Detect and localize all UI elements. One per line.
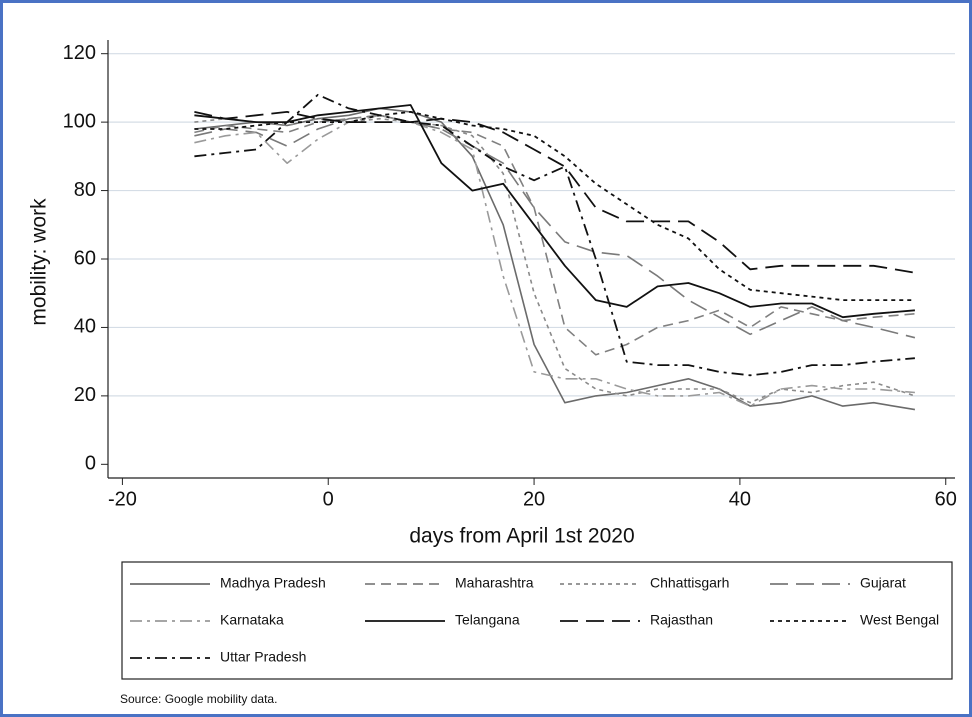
y-tick-label: 0 [85, 453, 96, 475]
legend-label: West Bengal [860, 612, 939, 628]
x-axis-label: days from April 1st 2020 [409, 525, 634, 548]
series-line [194, 93, 915, 377]
source-note: Source: Google mobility data. [120, 692, 277, 706]
legend-label: Karnataka [220, 612, 284, 628]
legend-label: Gujarat [860, 575, 906, 591]
legend-label: Telangana [455, 612, 520, 628]
x-tick-label: 20 [523, 488, 545, 510]
legend-label: Madhya Pradesh [220, 575, 326, 591]
series-line [194, 117, 916, 404]
y-tick-label: 120 [63, 42, 96, 64]
series-line [194, 114, 915, 407]
series-line [194, 107, 916, 411]
series-line [194, 111, 915, 301]
y-tick-label: 100 [63, 110, 96, 132]
legend-label: Chhattisgarh [650, 575, 729, 591]
series-line [194, 111, 916, 274]
series-line [194, 114, 915, 356]
legend-label: Rajasthan [650, 612, 713, 628]
series-line [194, 104, 915, 319]
y-tick-label: 20 [74, 384, 96, 406]
legend-box [121, 561, 953, 680]
y-tick-label: 40 [74, 316, 96, 338]
y-axis-label: mobility: work [28, 198, 51, 326]
x-tick-label: 0 [323, 488, 334, 510]
legend-label: Maharashtra [455, 575, 534, 591]
y-tick-label: 60 [74, 247, 96, 269]
x-tick-label: 40 [729, 488, 751, 510]
x-tick-label: 60 [935, 488, 957, 510]
series-line [194, 114, 916, 339]
y-tick-label: 80 [74, 179, 96, 201]
legend-label: Uttar Pradesh [220, 649, 306, 665]
x-tick-label: -20 [108, 488, 137, 510]
